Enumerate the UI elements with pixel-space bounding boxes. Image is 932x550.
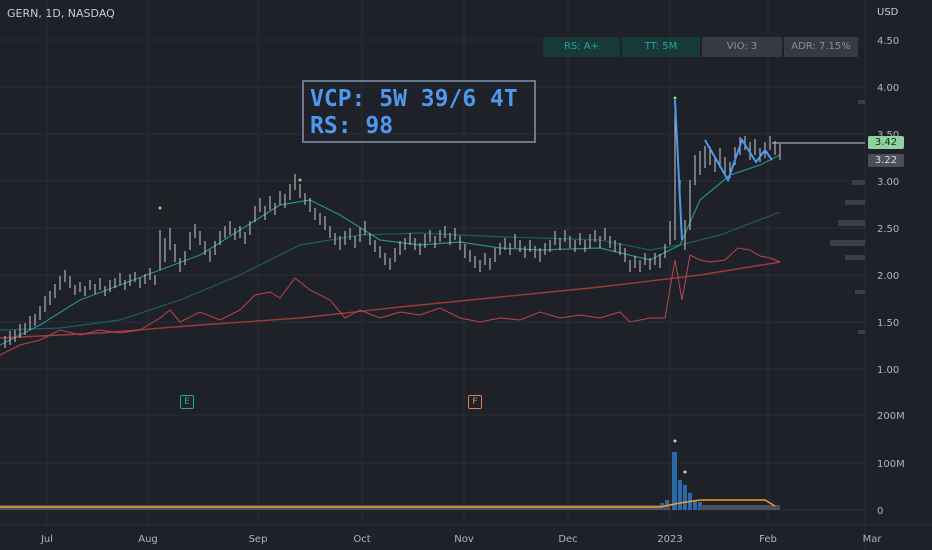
vio-badge: VIO: 3 (702, 37, 782, 57)
rs-score-line: RS: 98 (310, 113, 394, 139)
ma-price-tag: 3.22 (868, 154, 904, 167)
time-tick: Dec (558, 534, 577, 545)
volume-tick: 200M (877, 411, 905, 422)
time-tick: Oct (353, 534, 370, 545)
volume-markers (673, 439, 687, 474)
ma-fast-line (0, 154, 781, 346)
time-tick: Jul (40, 534, 53, 545)
currency-label: USD (877, 7, 899, 18)
vcp-annotation-box[interactable]: VCP: 5W 39/6 4T RS: 98 (302, 80, 536, 143)
price-bars (4, 100, 781, 348)
volume-profile (830, 100, 865, 334)
price-tick: 3.00 (877, 177, 899, 188)
ma-slow-line (0, 211, 781, 331)
volume-tick: 0 (877, 506, 883, 517)
time-tick: Feb (759, 534, 777, 545)
ma-long-line (0, 261, 781, 339)
vcp-contraction-lines (674, 99, 773, 241)
volume-average-line (0, 499, 776, 508)
time-axis: Jul Aug Sep Oct Nov Dec 2023 Feb Mar (40, 534, 882, 545)
price-tick: 2.00 (877, 271, 899, 282)
adr-badge: ADR: 7.15% (784, 37, 858, 57)
time-tick: Sep (249, 534, 268, 545)
price-tick: 2.50 (877, 224, 899, 235)
price-tick: 1.50 (877, 318, 899, 329)
rs-line (0, 247, 781, 356)
signal-markers (158, 96, 677, 210)
time-tick: Nov (454, 534, 474, 545)
volume-tick: 100M (877, 459, 905, 470)
vcp-line: VCP: 5W 39/6 4T (310, 86, 518, 112)
earnings-event-icon[interactable]: E (180, 395, 194, 409)
tt-badge: TT: 5M (622, 37, 700, 57)
time-tick: Aug (138, 534, 158, 545)
price-tick: 4.50 (877, 36, 899, 47)
price-tick: 4.00 (877, 83, 899, 94)
rs-badge: RS: A+ (543, 37, 620, 57)
last-price-tag: 3.42 (868, 136, 904, 149)
time-tick: 2023 (657, 534, 682, 545)
price-tick: 1.00 (877, 365, 899, 376)
price-tick: 3.50 (877, 130, 899, 141)
price-axis: 4.50 4.00 3.50 3.00 2.50 2.00 1.50 1.00 … (877, 36, 905, 517)
time-tick: Mar (863, 534, 883, 545)
symbol-title[interactable]: GERN, 1D, NASDAQ (7, 7, 115, 20)
f-event-icon[interactable]: F (468, 395, 482, 409)
